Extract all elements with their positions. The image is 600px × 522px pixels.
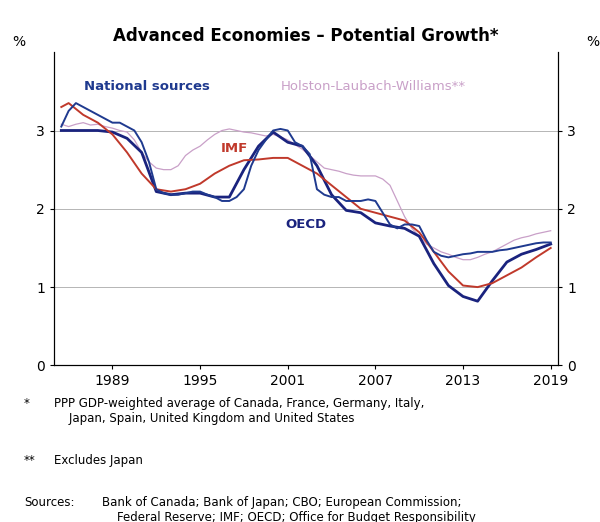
Text: IMF: IMF — [220, 143, 248, 156]
Text: National sources: National sources — [84, 80, 210, 93]
Text: %: % — [587, 35, 600, 49]
Text: PPP GDP-weighted average of Canada, France, Germany, Italy,
    Japan, Spain, Un: PPP GDP-weighted average of Canada, Fran… — [54, 397, 424, 425]
Text: Excludes Japan: Excludes Japan — [54, 454, 143, 467]
Text: **: ** — [24, 454, 36, 467]
Title: Advanced Economies – Potential Growth*: Advanced Economies – Potential Growth* — [113, 27, 499, 45]
Text: Sources:: Sources: — [24, 496, 74, 509]
Text: *: * — [24, 397, 30, 410]
Text: %: % — [12, 35, 25, 49]
Text: Holston-Laubach-Williams**: Holston-Laubach-Williams** — [281, 80, 466, 93]
Text: OECD: OECD — [286, 218, 327, 231]
Text: Bank of Canada; Bank of Japan; CBO; European Commission;
    Federal Reserve; IM: Bank of Canada; Bank of Japan; CBO; Euro… — [102, 496, 476, 522]
